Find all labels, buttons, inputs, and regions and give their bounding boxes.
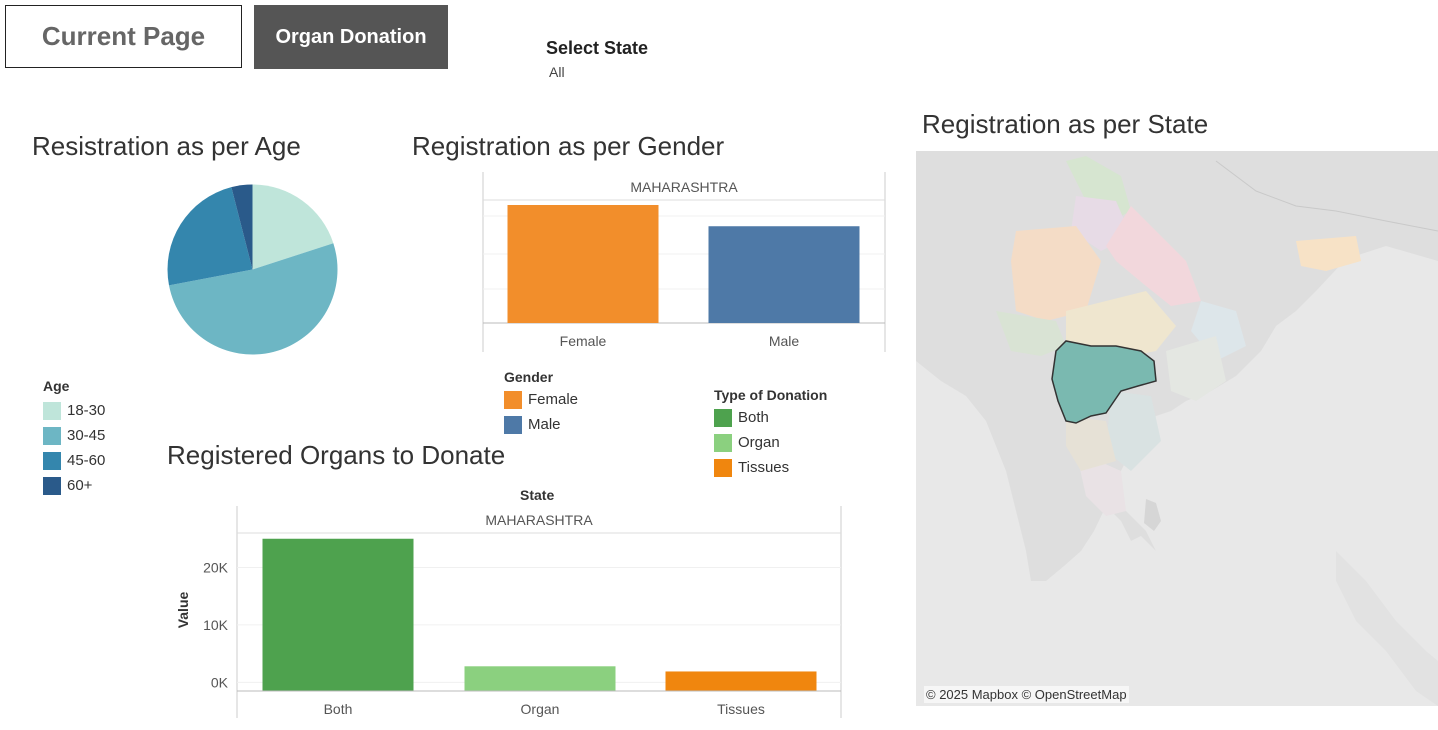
gender-legend-item[interactable]: Female xyxy=(504,387,578,412)
age-legend-item[interactable]: 60+ xyxy=(43,473,105,498)
donation-type-label: Organ xyxy=(738,434,780,451)
organs-x-tick: Organ xyxy=(521,701,560,717)
gender-legend-label: Male xyxy=(528,416,561,433)
india-map-graphic xyxy=(916,151,1438,706)
organs-x-tick: Tissues xyxy=(717,701,765,717)
age-legend-label: 18-30 xyxy=(67,402,106,419)
gender-legend-item[interactable]: Male xyxy=(504,412,578,437)
age-legend-swatch xyxy=(43,426,61,445)
organs-y-tick: 10K xyxy=(203,617,229,633)
age-pie-chart xyxy=(167,184,338,355)
age-legend-label: 30-45 xyxy=(67,427,106,444)
donation-type-label: Both xyxy=(738,409,769,426)
organs-bar-both[interactable] xyxy=(262,538,414,691)
donation-type-swatch xyxy=(714,408,732,427)
pie-slice-45-60[interactable] xyxy=(167,187,253,286)
age-chart-title: Resistration as per Age xyxy=(32,131,301,161)
age-legend-label: 60+ xyxy=(67,477,93,494)
organs-x-tick: Both xyxy=(324,701,353,717)
donation-type-legend-item[interactable]: Tissues xyxy=(714,455,827,480)
age-legend-item[interactable]: 30-45 xyxy=(43,423,105,448)
current-page-button[interactable]: Current Page xyxy=(5,5,242,68)
gender-bar-chart: MAHARASHTRA Female Male xyxy=(482,172,886,352)
gender-legend-swatch xyxy=(504,415,522,434)
state-filter-label: Select State xyxy=(546,38,649,58)
maharashtra-region[interactable] xyxy=(1051,340,1157,424)
donation-type-legend-item[interactable]: Organ xyxy=(714,430,827,455)
state-map[interactable] xyxy=(916,151,1438,706)
organs-y-tick: 20K xyxy=(203,559,229,575)
age-legend-item[interactable]: 45-60 xyxy=(43,448,105,473)
pie-slice-18-30[interactable] xyxy=(252,184,334,270)
map-attribution: © 2025 Mapbox © OpenStreetMap xyxy=(924,686,1129,703)
organs-y-tick: 0K xyxy=(211,674,229,690)
age-legend-swatch xyxy=(43,401,61,420)
pie-slice-60+[interactable] xyxy=(231,184,253,270)
organs-chart-title: Registered Organs to Donate xyxy=(167,440,506,470)
gender-x-tick: Female xyxy=(560,333,607,349)
gender-x-tick: Male xyxy=(769,333,800,349)
state-filter-dropdown[interactable]: All xyxy=(549,64,565,80)
organs-bar-tissues[interactable] xyxy=(665,671,817,691)
age-legend-swatch xyxy=(43,451,61,470)
donation-type-legend-item[interactable]: Both xyxy=(714,405,827,430)
gender-legend-swatch xyxy=(504,390,522,409)
gender-bar-female[interactable] xyxy=(507,205,659,323)
organs-column-header: State xyxy=(520,487,555,503)
organs-y-axis-label: Value xyxy=(175,592,191,629)
organs-bar-chart: MAHARASHTRA Value 20K 10K 0K Both Organ Ti… xyxy=(175,506,842,718)
gender-bar-male[interactable] xyxy=(708,226,860,323)
donation-type-swatch xyxy=(714,433,732,452)
donation-type-label: Tissues xyxy=(738,459,790,476)
gender-legend: Gender Female Male xyxy=(504,369,578,437)
organ-donation-button[interactable]: Organ Donation xyxy=(254,5,448,69)
donation-type-legend-title: Type of Donation xyxy=(714,387,828,403)
state-map-title: Registration as per State xyxy=(922,109,1209,139)
age-legend-label: 45-60 xyxy=(67,452,106,469)
gender-panel-header: MAHARASHTRA xyxy=(630,179,738,195)
gender-legend-title: Gender xyxy=(504,369,554,385)
age-legend-item[interactable]: 18-30 xyxy=(43,398,105,423)
pie-slice-30-45[interactable] xyxy=(169,243,338,355)
gender-chart-title: Registration as per Gender xyxy=(412,131,725,161)
age-legend-title: Age xyxy=(43,378,70,394)
age-legend: Age 18-30 30-45 45-60 60+ xyxy=(43,378,105,498)
age-legend-swatch xyxy=(43,476,61,495)
donation-type-legend: Type of Donation Both Organ Tissues xyxy=(714,387,827,480)
gender-legend-label: Female xyxy=(528,391,579,408)
donation-type-swatch xyxy=(714,458,732,477)
organs-panel-header: MAHARASHTRA xyxy=(485,512,593,528)
organs-bar-organ[interactable] xyxy=(464,666,616,691)
